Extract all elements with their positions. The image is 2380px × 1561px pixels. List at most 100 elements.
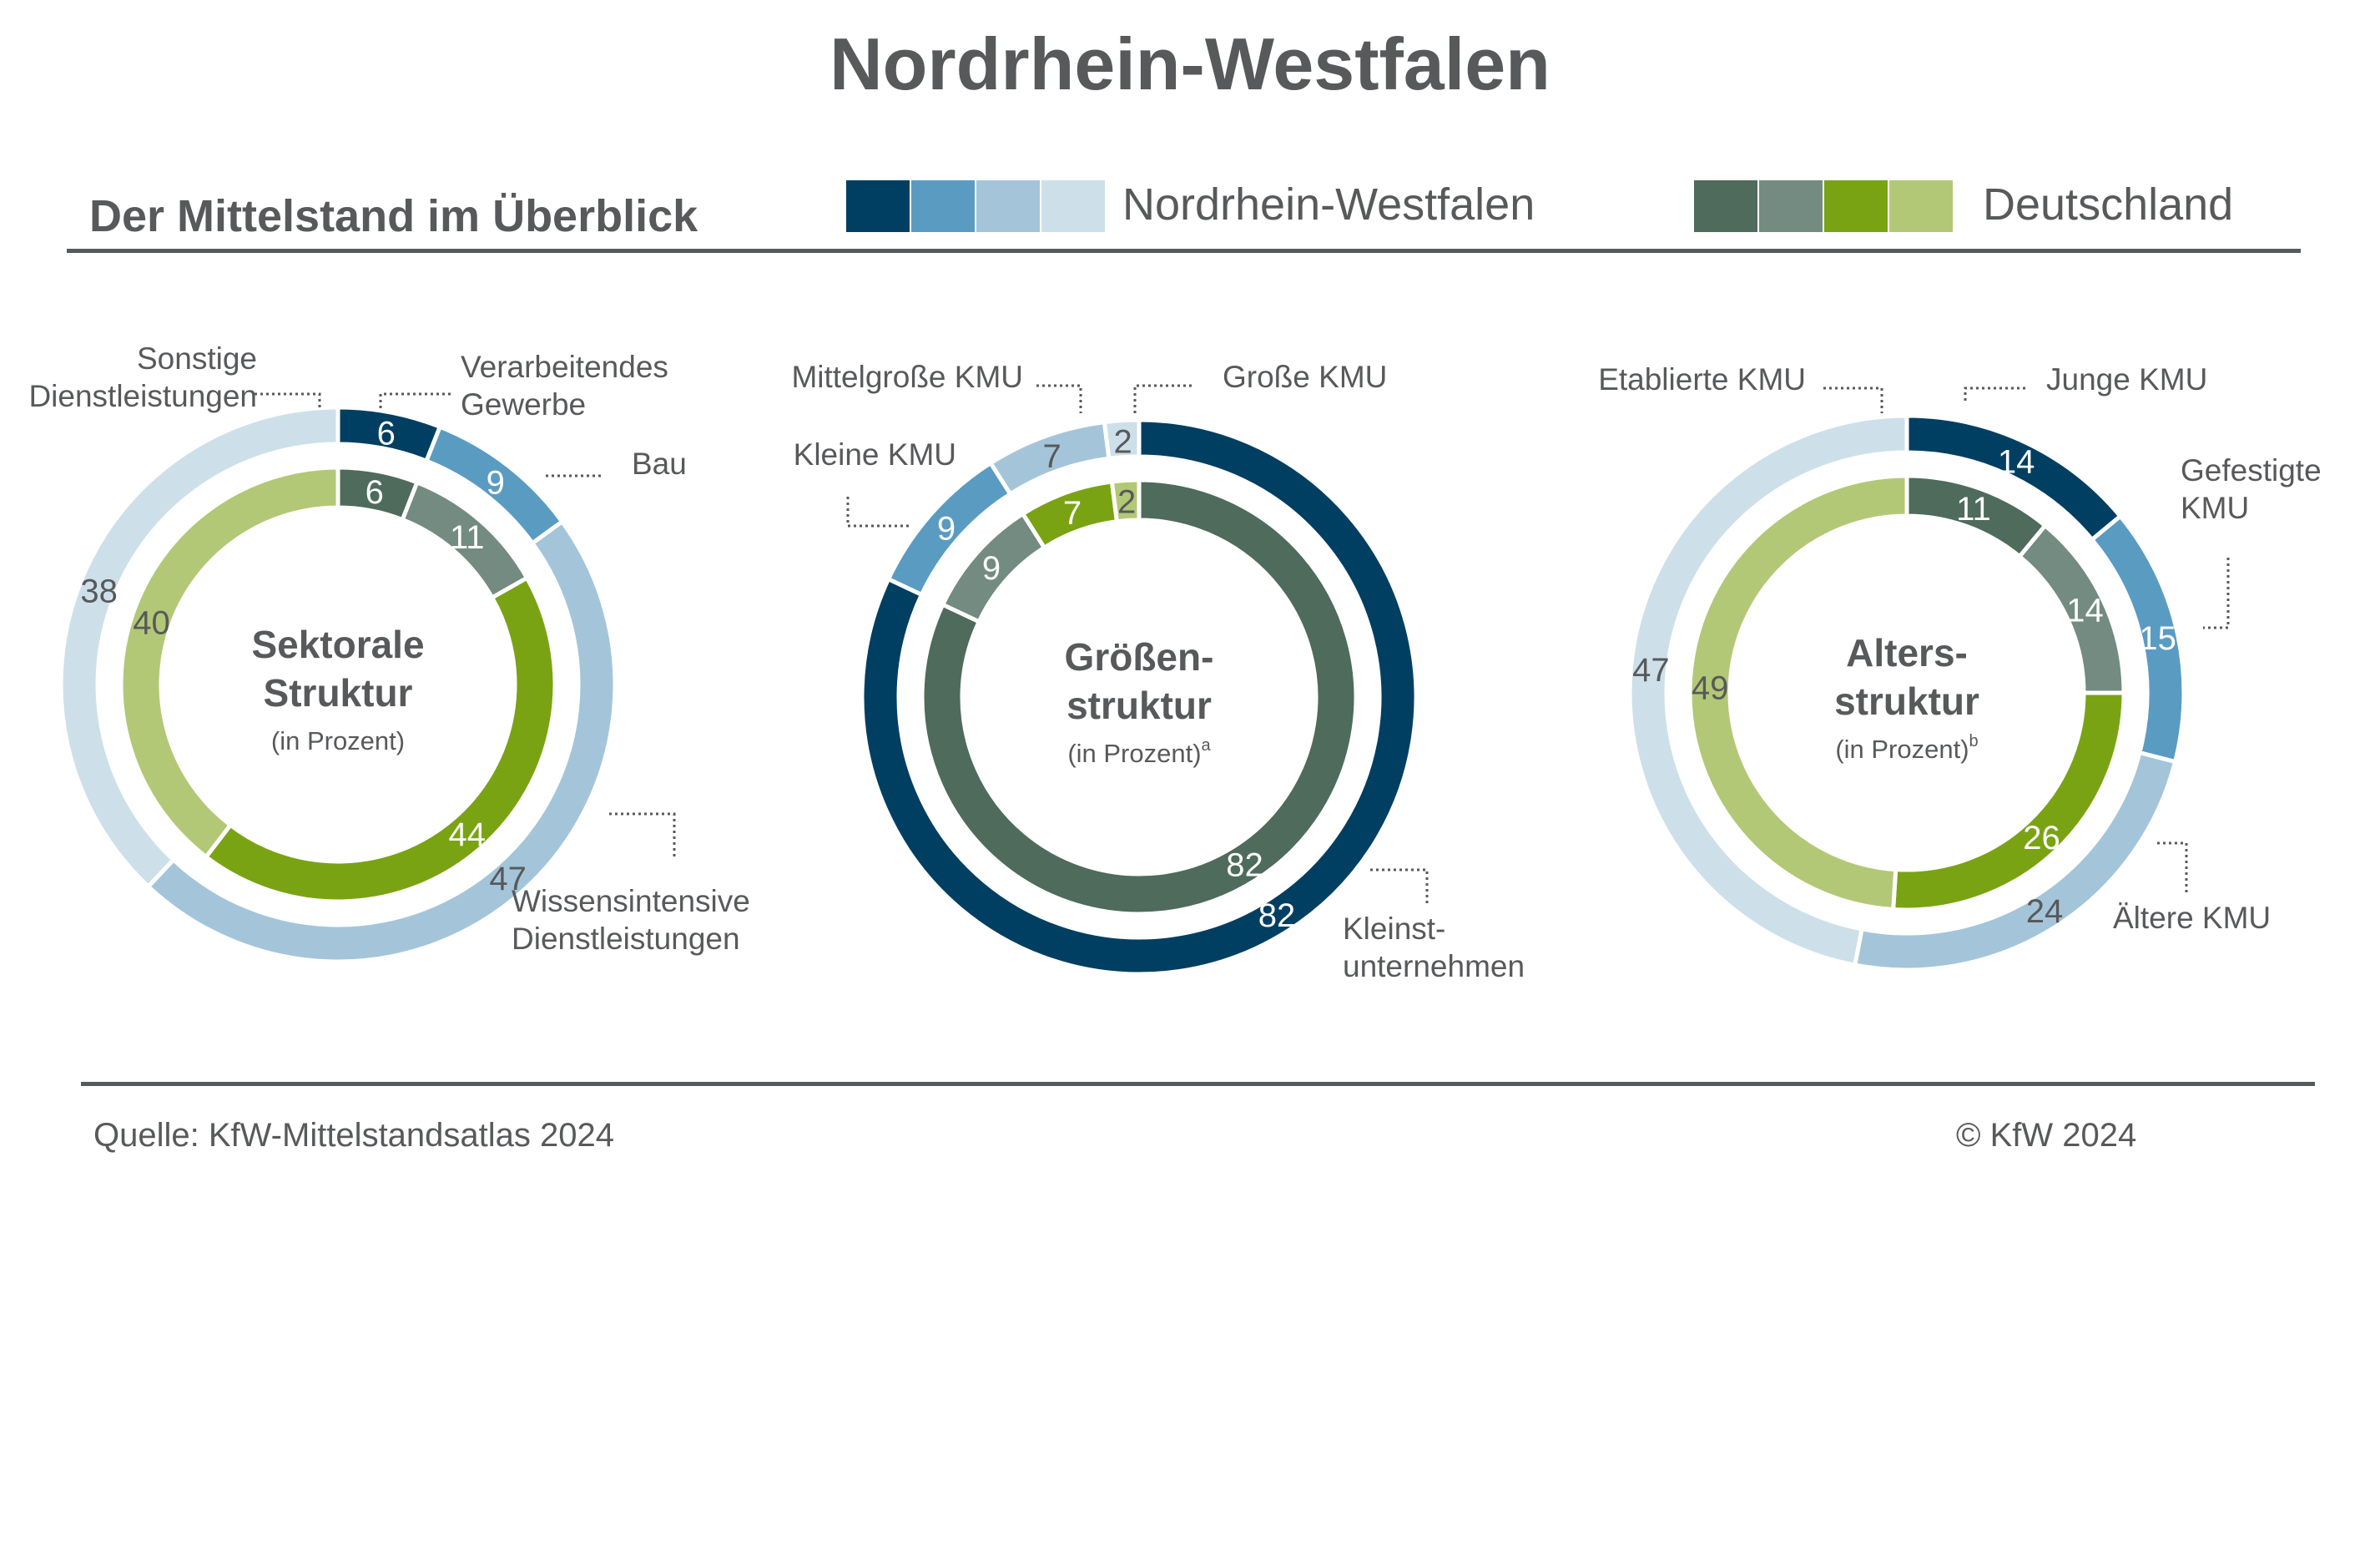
value-label-outer-3: 2: [1114, 424, 1132, 461]
center-title-line: Struktur: [264, 671, 413, 715]
leader-line: [379, 392, 451, 409]
value-label-outer-1: 9: [487, 465, 505, 502]
category-label-line: unternehmen: [1343, 949, 1525, 983]
category-label-line: Ältere KMU: [2113, 901, 2271, 935]
slice-inner-3: [1687, 473, 1909, 912]
slice-inner-3: [1109, 477, 1142, 524]
legend-swatch: [911, 180, 975, 232]
footer-divider: [81, 1082, 2315, 1086]
category-label-line: Große KMU: [1223, 360, 1387, 394]
value-label-inner-0: 82: [1226, 846, 1263, 883]
category-label-line: Bau: [632, 447, 687, 481]
value-label-outer-0: 14: [1998, 443, 2035, 480]
value-label-inner-0: 6: [366, 474, 384, 511]
category-label: Große KMU: [1133, 360, 1387, 413]
center-title-line: struktur: [1066, 684, 1212, 727]
legend-swatch: [1759, 180, 1823, 232]
leader-line: [846, 497, 910, 528]
center-unit: (in Prozent)b: [1835, 732, 1978, 764]
leader-line: [1370, 868, 1429, 906]
category-label-line: Gefestigte: [2181, 453, 2322, 487]
category-label: Ältere KMU: [2113, 841, 2271, 935]
category-label-line: Kleinst-: [1343, 912, 1445, 946]
leader-line: [609, 812, 676, 860]
category-label-line: Junge KMU: [2046, 362, 2207, 397]
category-label-line: KMU: [2181, 491, 2249, 525]
value-label-outer-2: 24: [2026, 893, 2064, 930]
center-title-line: Größen-: [1065, 635, 1214, 679]
donut-chart-1: 6 9 47 38 6 11 44 40 Sektorale Struktur (in Prozen…: [28, 341, 750, 964]
leader-line: [1133, 384, 1193, 413]
value-label-outer-1: 9: [937, 510, 956, 547]
copyright-note: © KfW 2024: [1956, 1117, 2137, 1154]
center-title-line: Sektorale: [251, 623, 424, 666]
leader-line: [1036, 384, 1082, 413]
leader-line: [1964, 386, 2028, 401]
header-divider: [67, 249, 2301, 253]
legend-national-label: Deutschland: [1983, 179, 2234, 230]
value-label-inner-1: 11: [450, 519, 485, 556]
value-label-inner-2: 44: [449, 816, 487, 853]
legend-region-label: Nordrhein-Westfalen: [1122, 179, 1535, 230]
value-label-inner-0: 11: [1956, 491, 1991, 528]
value-label-inner-2: 26: [2023, 820, 2060, 856]
value-label-inner-3: 40: [133, 604, 170, 641]
donut-center-title: Sektorale Struktur (in Prozent): [251, 623, 424, 755]
slice-outer-0: [860, 417, 1419, 977]
source-note: Quelle: KfW-Mittelstandsatlas 2024: [93, 1117, 615, 1154]
legend-swatch: [1041, 180, 1105, 232]
value-label-inner-2: 7: [1063, 495, 1082, 532]
value-label-inner-1: 14: [2066, 593, 2104, 629]
center-unit: (in Prozent)a: [1067, 736, 1211, 768]
leader-line: [1823, 386, 1883, 413]
category-label-line: Kleine KMU: [794, 437, 956, 472]
slice-inner-0: [920, 477, 1359, 917]
slice-inner-2: [203, 574, 557, 904]
center-title-line: struktur: [1834, 679, 1979, 723]
center-title-line: Alters-: [1846, 631, 1968, 674]
category-label: Junge KMU: [1964, 362, 2207, 401]
category-label: Gefestigte KMU: [2181, 453, 2322, 629]
donut-center-title: Alters-struktur (in Prozent)b: [1834, 631, 1979, 764]
legend-swatch: [846, 180, 910, 232]
category-label: Mittelgroße KMU: [791, 360, 1082, 413]
page-title: Nordrhein-Westfalen: [829, 23, 1551, 105]
category-label-line: Gewerbe: [461, 387, 586, 422]
category-label: Kleine KMU: [794, 437, 956, 528]
legend-swatch: [1694, 180, 1757, 232]
leader-line: [2203, 558, 2230, 629]
category-label-line: Dienstleistungen: [512, 922, 740, 956]
value-label-inner-3: 49: [1692, 670, 1729, 707]
category-label-line: Mittelgroße KMU: [791, 360, 1023, 394]
legend-swatch: [1889, 180, 1953, 232]
slice-outer-3: [1102, 417, 1142, 462]
category-label-line: Etablierte KMU: [1598, 362, 1806, 397]
slice-outer-3: [1627, 413, 1909, 968]
legend-swatch: [976, 180, 1040, 232]
center-unit: (in Prozent): [271, 726, 405, 755]
subtitle: Der Mittelstand im Überblick: [89, 191, 698, 241]
category-label: Wissensintensive Dienstleistungen: [512, 812, 750, 956]
slice-outer-3: [58, 405, 340, 890]
category-label-line: Verarbeitendes: [461, 350, 668, 384]
legend-swatch: [1824, 180, 1888, 232]
value-label-outer-2: 7: [1043, 438, 1061, 475]
category-label: Bau: [542, 447, 687, 481]
slice-inner-3: [118, 465, 340, 860]
category-label-line: Wissensintensive: [512, 884, 750, 918]
donut-center-title: Größen-struktur (in Prozent)a: [1065, 635, 1214, 768]
value-label-outer-3: 47: [1632, 652, 1670, 689]
value-label-outer-0: 82: [1258, 897, 1296, 934]
value-label-outer-0: 6: [377, 415, 396, 452]
category-label-line: Dienstleistungen: [28, 379, 257, 413]
value-label-outer-3: 38: [80, 573, 118, 610]
category-label: Kleinst-unternehmen: [1343, 868, 1525, 983]
value-label-outer-2: 47: [489, 861, 527, 897]
value-label-outer-1: 15: [2139, 620, 2176, 657]
